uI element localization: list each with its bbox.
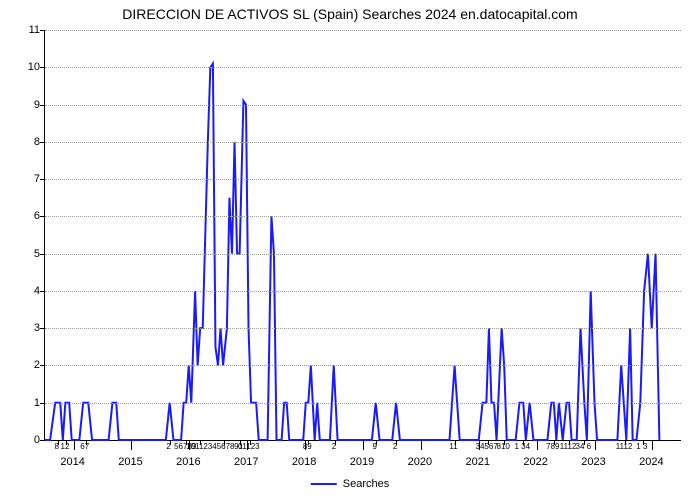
xtick-minor-label: 1 34 — [514, 442, 530, 451]
xtick-minor-label: 1112 — [560, 442, 577, 451]
chart-container: DIRECCION DE ACTIVOS SL (Spain) Searches… — [0, 0, 700, 500]
xtick-minor-label: 9 — [372, 442, 376, 451]
gridline — [45, 105, 681, 106]
ytick-mark — [40, 67, 45, 68]
ytick-mark — [40, 30, 45, 31]
gridline — [45, 328, 681, 329]
ytick-label: 11 — [10, 24, 40, 36]
ytick-label: 0 — [10, 434, 40, 446]
xtick-minor-label: 01123 — [238, 442, 260, 451]
ytick-label: 9 — [10, 99, 40, 111]
xtick-year-label: 2015 — [118, 456, 142, 468]
plot-area — [44, 30, 681, 441]
gridline — [45, 142, 681, 143]
xtick-minor-label: 789 — [546, 442, 559, 451]
xtick-minor-label: 2 — [332, 442, 336, 451]
gridline — [45, 365, 681, 366]
xtick-year-label: 2017 — [234, 456, 258, 468]
ytick-label: 2 — [10, 359, 40, 371]
ytick-label: 3 — [10, 322, 40, 334]
gridline — [45, 67, 681, 68]
xtick-minor-label: 810 — [497, 442, 510, 451]
xtick-mark — [652, 440, 653, 450]
xtick-minor-label: 2 — [393, 442, 397, 451]
xtick-mark — [537, 440, 538, 450]
ytick-label: 10 — [10, 61, 40, 73]
xtick-year-label: 2019 — [350, 456, 374, 468]
gridline — [45, 403, 681, 404]
xtick-year-label: 2020 — [408, 456, 432, 468]
data-line — [45, 30, 681, 440]
legend: Searches — [311, 478, 389, 490]
ytick-mark — [40, 365, 45, 366]
ytick-label: 1 — [10, 397, 40, 409]
ytick-mark — [40, 254, 45, 255]
xtick-year-label: 2024 — [639, 456, 663, 468]
xtick-mark — [74, 440, 75, 450]
ytick-mark — [40, 328, 45, 329]
ytick-mark — [40, 105, 45, 106]
xtick-year-label: 2022 — [523, 456, 547, 468]
xtick-minor-label: 2 — [166, 442, 170, 451]
xtick-minor-label: 34 6 — [576, 442, 592, 451]
gridline — [45, 179, 681, 180]
ytick-mark — [40, 440, 45, 441]
xtick-minor-label: 67 — [80, 442, 89, 451]
ytick-label: 6 — [10, 210, 40, 222]
xtick-mark — [131, 440, 132, 450]
gridline — [45, 291, 681, 292]
ytick-mark — [40, 179, 45, 180]
gridline — [45, 30, 681, 31]
xtick-mark — [421, 440, 422, 450]
ytick-mark — [40, 142, 45, 143]
chart-title: DIRECCION DE ACTIVOS SL (Spain) Searches… — [0, 6, 700, 22]
xtick-year-label: 2014 — [60, 456, 84, 468]
ytick-mark — [40, 291, 45, 292]
xtick-minor-label: 8 — [54, 442, 58, 451]
ytick-label: 7 — [10, 173, 40, 185]
xtick-minor-label: 101123 — [186, 442, 212, 451]
series-line — [45, 64, 659, 440]
xtick-minor-label: 1112 — [616, 442, 633, 451]
ytick-label: 4 — [10, 285, 40, 297]
gridline — [45, 254, 681, 255]
xtick-minor-label: 34567 — [476, 442, 498, 451]
xtick-minor-label: 12 — [61, 442, 70, 451]
xtick-year-label: 2023 — [581, 456, 605, 468]
xtick-year-label: 2021 — [466, 456, 490, 468]
ytick-mark — [40, 403, 45, 404]
xtick-minor-label: 89 — [303, 442, 312, 451]
xtick-year-label: 2018 — [292, 456, 316, 468]
xtick-mark — [363, 440, 364, 450]
gridline — [45, 216, 681, 217]
xtick-mark — [595, 440, 596, 450]
ytick-label: 5 — [10, 248, 40, 260]
ytick-label: 8 — [10, 136, 40, 148]
xtick-minor-label: 11 — [449, 442, 457, 451]
xtick-minor-label: 1 3 — [636, 442, 647, 451]
xtick-minor-label: 45678 — [212, 442, 234, 451]
xtick-year-label: 2016 — [176, 456, 200, 468]
legend-label: Searches — [343, 478, 389, 490]
ytick-mark — [40, 216, 45, 217]
legend-swatch — [311, 483, 337, 485]
